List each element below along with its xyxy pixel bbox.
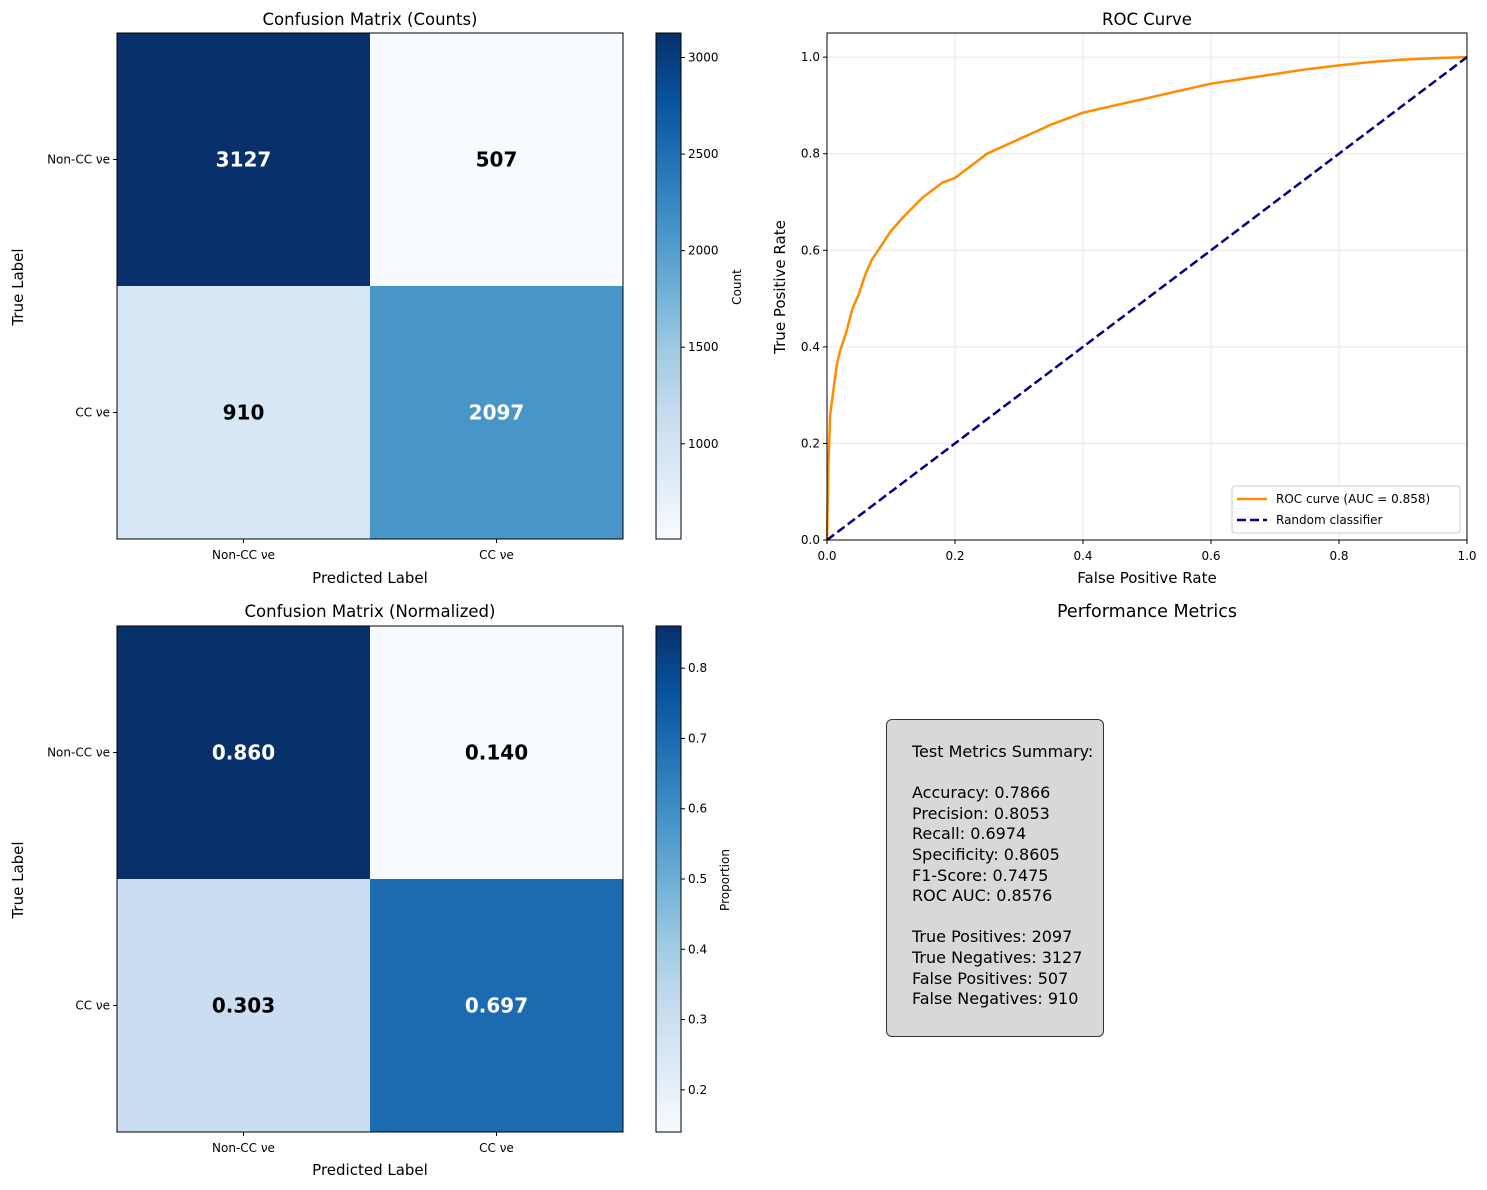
x-tick-label: 1.0 <box>1457 549 1476 563</box>
cm-counts-ylabel: True Label <box>9 248 27 326</box>
metric-accuracy: Accuracy: 0.7866 <box>912 783 1051 803</box>
colorbar <box>655 625 682 1133</box>
roc-ylabel: True Positive Rate <box>771 220 789 355</box>
matrix-cell <box>370 286 623 539</box>
matrix-cell <box>117 33 370 286</box>
x-tick-label: 0.6 <box>1201 549 1220 563</box>
confusion-matrix-normalized: Confusion Matrix (Normalized) Predicted … <box>9 602 732 1179</box>
legend-box <box>1231 485 1461 534</box>
colorbar-tick-label: 2000 <box>688 244 719 258</box>
roc-chart: ROC Curve False Positive Rate True Posit… <box>771 10 1477 587</box>
colorbar <box>655 32 682 540</box>
metric-precision: Precision: 0.8053 <box>912 803 1050 823</box>
x-tick-label: 0.0 <box>817 549 836 563</box>
metric-true-positives: True Positives: 2097 <box>912 927 1073 947</box>
cell-value-label: 0.697 <box>465 994 528 1018</box>
x-tick-label: CC νe <box>479 548 514 562</box>
y-tick-label: 0.6 <box>801 243 820 257</box>
cm-counts-xlabel: Predicted Label <box>312 569 428 587</box>
cm-norm-xlabel: Predicted Label <box>312 1161 428 1179</box>
random-classifier-line <box>826 56 1468 541</box>
spacer <box>912 763 1103 784</box>
cm-norm-colorbar-label: Proportion <box>718 849 732 911</box>
y-tick-label: 0.0 <box>801 533 820 547</box>
metric-recall: Recall: 0.6974 <box>912 824 1027 844</box>
matrix-cell <box>117 879 370 1132</box>
x-tick-label: 0.8 <box>1329 549 1348 563</box>
colorbar-tick-label: 0.7 <box>688 731 707 745</box>
y-tick-label: 0.2 <box>801 436 820 450</box>
cm-counts-colorbar-label: Count <box>730 269 744 305</box>
colorbar-tick-label: 1000 <box>688 437 719 451</box>
y-tick-label: 1.0 <box>801 50 820 64</box>
colorbar-tick-label: 1500 <box>688 340 719 354</box>
y-tick-label: Non-CC νe <box>47 746 110 760</box>
matrix-cell <box>370 879 623 1132</box>
colorbar-tick-label: 0.6 <box>688 802 707 816</box>
colorbar-tick-label: 0.4 <box>688 942 707 956</box>
cell-value-label: 3127 <box>216 148 272 172</box>
confusion-matrix-counts: Confusion Matrix (Counts) Predicted Labe… <box>9 10 744 587</box>
matrix-cell <box>117 626 370 879</box>
metric-f1: F1-Score: 0.7475 <box>912 865 1049 885</box>
cell-value-label: 910 <box>223 401 265 425</box>
cell-value-label: 0.140 <box>465 741 528 765</box>
metric-specificity: Specificity: 0.8605 <box>912 844 1060 864</box>
colorbar-tick-label: 3000 <box>688 51 719 65</box>
x-tick-label: Non-CC νe <box>212 548 275 562</box>
colorbar-tick-label: 0.8 <box>688 661 707 675</box>
metric-roc-auc: ROC AUC: 0.8576 <box>912 886 1053 906</box>
matrix-cell <box>370 33 623 286</box>
roc-title: ROC Curve <box>1102 10 1192 29</box>
cm-norm-title: Confusion Matrix (Normalized) <box>245 602 496 621</box>
matrix-cell <box>117 286 370 539</box>
matrix-cell <box>370 626 623 879</box>
x-tick-label: 0.2 <box>945 549 964 563</box>
y-tick-label: CC νe <box>75 999 110 1013</box>
cm-norm-ylabel: True Label <box>9 841 27 919</box>
y-tick-label: 0.4 <box>801 340 820 354</box>
roc-xlabel: False Positive Rate <box>1077 569 1216 587</box>
metric-false-positives: False Positives: 507 <box>912 968 1069 988</box>
y-tick-label: Non-CC νe <box>47 153 110 167</box>
legend-entry: Random classifier <box>1276 513 1383 527</box>
x-tick-label: CC νe <box>479 1141 514 1155</box>
plot-frame <box>826 32 1468 541</box>
legend-entry: ROC curve (AUC = 0.858) <box>1276 492 1430 506</box>
metrics-summary-heading: Test Metrics Summary: <box>912 742 1094 761</box>
roc-curve-line <box>825 55 1468 541</box>
cm-counts-title: Confusion Matrix (Counts) <box>263 10 478 29</box>
metric-false-negatives: False Negatives: 910 <box>912 989 1079 1009</box>
colorbar-tick-label: 2500 <box>688 147 719 161</box>
colorbar-tick-label: 0.3 <box>688 1013 707 1027</box>
cell-value-label: 2097 <box>469 401 525 425</box>
matrix-frame <box>116 32 624 540</box>
y-tick-label: CC νe <box>75 406 110 420</box>
spacer <box>912 907 1103 928</box>
metric-true-negatives: True Negatives: 3127 <box>912 947 1083 967</box>
y-tick-label: 0.8 <box>801 147 820 161</box>
matrix-frame <box>116 625 624 1133</box>
metrics-title: Performance Metrics <box>1057 602 1237 622</box>
cell-value-label: 0.860 <box>212 741 275 765</box>
x-tick-label: 0.4 <box>1073 549 1092 563</box>
cell-value-label: 0.303 <box>212 994 275 1018</box>
metrics-summary-box: Test Metrics Summary: Accuracy: 0.7866 P… <box>886 719 1104 1037</box>
cell-value-label: 507 <box>476 148 518 172</box>
x-tick-label: Non-CC νe <box>212 1141 275 1155</box>
colorbar-tick-label: 0.5 <box>688 872 707 886</box>
colorbar-tick-label: 0.2 <box>688 1083 707 1097</box>
